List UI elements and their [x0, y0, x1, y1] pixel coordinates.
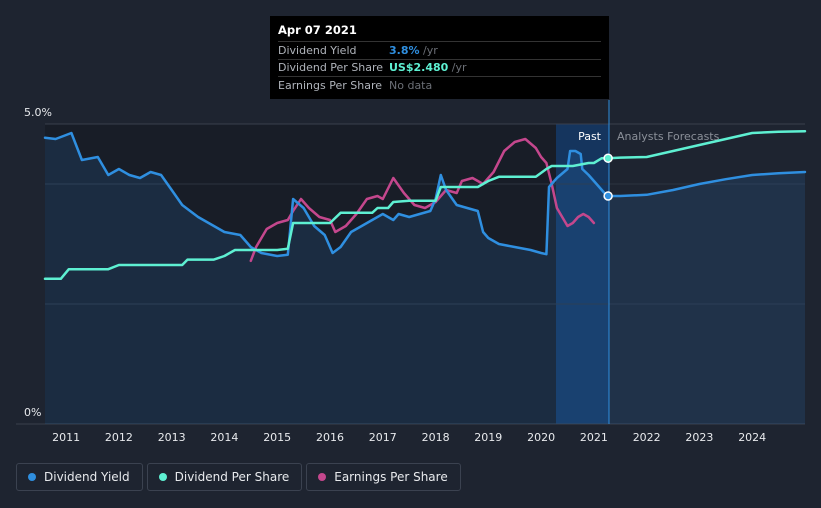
tooltip-row: Earnings Per Share No data — [278, 76, 601, 94]
cursor-highlight — [556, 124, 609, 424]
x-tick-label: 2023 — [685, 431, 713, 444]
tooltip: Apr 07 2021 Dividend Yield 3.8% /yr Divi… — [270, 16, 609, 99]
x-tick-label: 2019 — [474, 431, 502, 444]
legend: Dividend Yield Dividend Per Share Earnin… — [16, 463, 461, 491]
legend-dot-icon — [158, 473, 167, 481]
tooltip-value-suffix: /yr — [419, 43, 438, 57]
past-region — [45, 124, 609, 424]
dividend-per-share-marker — [603, 153, 613, 163]
legend-item-earnings-per-share[interactable]: Earnings Per Share — [306, 463, 461, 491]
tooltip-value: 3.8% /yr — [389, 44, 438, 57]
y-tick-label: 5.0% — [24, 106, 52, 119]
legend-item-dividend-yield[interactable]: Dividend Yield — [16, 463, 143, 491]
tooltip-label: Dividend Per Share — [278, 61, 384, 75]
legend-dot-icon — [28, 473, 36, 481]
dividend-yield-area — [45, 133, 805, 424]
earnings-per-share-line — [249, 137, 596, 263]
x-tick-label: 2012 — [105, 431, 133, 444]
x-tick-label: 2020 — [527, 431, 555, 444]
y-tick-label: 0% — [24, 406, 41, 419]
x-tick-label: 2021 — [580, 431, 608, 444]
legend-item-dividend-per-share[interactable]: Dividend Per Share — [146, 463, 303, 491]
legend-label: Dividend Yield — [44, 470, 130, 484]
x-tick-label: 2017 — [369, 431, 397, 444]
x-tick-label: 2013 — [158, 431, 186, 444]
tooltip-value-number: No data — [389, 78, 433, 92]
tooltip-value: No data — [389, 79, 432, 92]
tooltip-value-number: 3.8% — [389, 43, 420, 57]
x-tick-label: 2011 — [52, 431, 80, 444]
x-tick-label: 2014 — [210, 431, 238, 444]
x-tick-label: 2024 — [738, 431, 766, 444]
tooltip-row: Dividend Yield 3.8% /yr — [278, 41, 601, 59]
past-label: Past — [578, 130, 602, 143]
x-tick-label: 2016 — [316, 431, 344, 444]
x-tick-label: 2022 — [633, 431, 661, 444]
tooltip-label: Earnings Per Share — [278, 78, 383, 92]
cursor-markers — [603, 153, 613, 201]
dividend-yield-line — [43, 131, 807, 258]
tooltip-value-number: US$2.480 — [389, 61, 449, 75]
legend-label: Dividend Per Share — [174, 470, 290, 484]
tooltip-value-suffix: /yr — [448, 61, 467, 75]
legend-dot-icon — [318, 473, 327, 481]
x-axis-ticks: 2011 2012 2013 2014 2015 2016 2017 2018 2019 2020… — [52, 431, 766, 444]
dividend-yield-marker — [603, 191, 613, 201]
x-tick-label: 2018 — [422, 431, 450, 444]
tooltip-row: Dividend Per Share US$2.480 /yr — [278, 58, 601, 77]
series-layer — [43, 129, 807, 424]
tooltip-date: Apr 07 2021 — [278, 23, 357, 37]
x-tick-label: 2015 — [263, 431, 291, 444]
forecast-label: Analysts Forecasts — [617, 130, 720, 143]
legend-label: Earnings Per Share — [334, 470, 448, 484]
tooltip-label: Dividend Yield — [278, 43, 357, 57]
tooltip-value: US$2.480 /yr — [389, 61, 467, 74]
